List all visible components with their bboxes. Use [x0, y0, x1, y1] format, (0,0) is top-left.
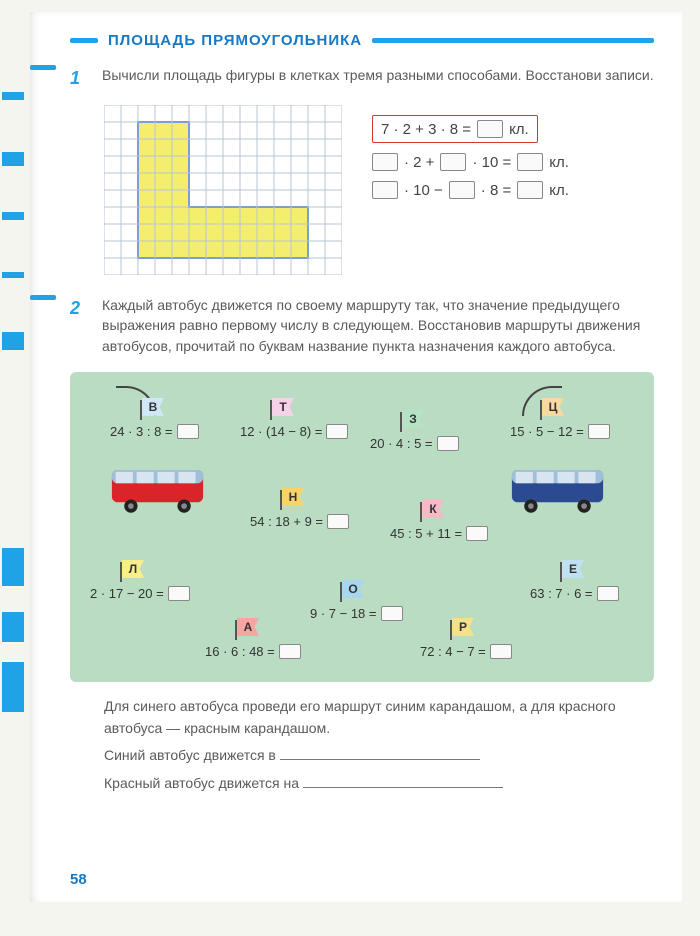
answer-blank[interactable]	[437, 436, 459, 451]
flag-expression: 45 : 5 + 11 =	[390, 526, 488, 541]
equation-text: кл.	[509, 121, 529, 138]
equation: 7 · 2 + 3 · 8 = кл.	[372, 115, 538, 143]
answer-blank[interactable]	[490, 644, 512, 659]
task-1: 1 Вычисли площадь фигуры в клетках тремя…	[70, 65, 654, 89]
answer-blank[interactable]	[381, 606, 403, 621]
task-1-number: 1	[70, 65, 88, 89]
answer-blank[interactable]	[326, 424, 348, 439]
equation: · 2 + · 10 = кл.	[372, 153, 569, 171]
flag-pole	[560, 562, 562, 582]
answer-blank[interactable]	[517, 181, 543, 199]
flag-expression: 24 · 3 : 8 =	[110, 424, 199, 439]
flag-pole	[235, 620, 237, 640]
answer-blank[interactable]	[372, 153, 398, 171]
flag-label: Л	[122, 560, 144, 578]
answer-blank[interactable]	[597, 586, 619, 601]
flag-label: З	[402, 410, 424, 428]
expression-text: 15 · 5 − 12 =	[510, 424, 584, 439]
equation-text: 7 · 2 + 3 · 8 =	[381, 121, 471, 138]
flag-expression: 15 · 5 − 12 =	[510, 424, 610, 439]
task-2-number: 2	[70, 295, 88, 356]
flag-expression: 9 · 7 − 18 =	[310, 606, 403, 621]
page-title: ПЛОЩАДЬ ПРЯМОУГОЛЬНИКА	[108, 32, 362, 49]
flag-pole	[120, 562, 122, 582]
red-bus	[110, 464, 205, 517]
blue-bus	[510, 464, 605, 517]
equation: · 10 − · 8 = кл.	[372, 181, 569, 199]
flag-expression: 2 · 17 − 20 =	[90, 586, 190, 601]
task-1-body: 7 · 2 + 3 · 8 =кл.· 2 +· 10 =кл.· 10 −· …	[104, 105, 654, 275]
flag-expression: 63 : 7 · 6 =	[530, 586, 619, 601]
fill-line[interactable]	[280, 748, 480, 760]
bus-panel: В 24 · 3 : 8 = Т 12 · (14 − 8) = З 20 · 4 : 5…	[70, 372, 654, 682]
equation-list: 7 · 2 + 3 · 8 =кл.· 2 +· 10 =кл.· 10 −· …	[372, 105, 569, 199]
flag-pole	[340, 582, 342, 602]
left-edge-accent	[0, 12, 30, 936]
task-1-text: Вычисли площадь фигуры в клетках тремя р…	[102, 65, 654, 89]
page-number: 58	[70, 871, 87, 888]
flag-pole	[420, 502, 422, 522]
blue-bus-prefix: Синий автобус движется в	[104, 747, 276, 763]
flag-label: Н	[282, 488, 304, 506]
equation-text: кл.	[549, 182, 569, 199]
flag-expression: 16 · 6 : 48 =	[205, 644, 301, 659]
answer-blank[interactable]	[466, 526, 488, 541]
flag-pole	[280, 490, 282, 510]
task-2-blue-line: Синий автобус движется в	[104, 745, 654, 767]
equation-text: · 10 =	[472, 154, 511, 171]
task-2: 2 Каждый автобус движется по своему марш…	[70, 295, 654, 356]
flag-pole	[400, 412, 402, 432]
task-2-red-line: Красный автобус движется на	[104, 773, 654, 795]
grid-figure	[104, 105, 342, 275]
flag-label: А	[237, 618, 259, 636]
task-2-text: Каждый автобус движется по своему маршру…	[102, 295, 654, 356]
flag-label: В	[142, 398, 164, 416]
answer-blank[interactable]	[279, 644, 301, 659]
expression-text: 2 · 17 − 20 =	[90, 586, 164, 601]
flag-pole	[270, 400, 272, 420]
red-bus-prefix: Красный автобус движется на	[104, 775, 299, 791]
answer-blank[interactable]	[168, 586, 190, 601]
fill-line[interactable]	[303, 776, 503, 788]
equation-text: · 8 =	[481, 182, 511, 199]
flag-label: Р	[452, 618, 474, 636]
flag-pole	[450, 620, 452, 640]
task-2-instruction: Для синего автобуса проведи его маршрут …	[104, 696, 654, 739]
flag-expression: 20 · 4 : 5 =	[370, 436, 459, 451]
answer-blank[interactable]	[372, 181, 398, 199]
equation-text: · 10 −	[404, 182, 443, 199]
answer-blank[interactable]	[588, 424, 610, 439]
expression-text: 20 · 4 : 5 =	[370, 436, 433, 451]
answer-blank[interactable]	[517, 153, 543, 171]
page: { "title": "ПЛОЩАДЬ ПРЯМОУГОЛЬНИКА", "pa…	[30, 12, 682, 902]
flag-label: О	[342, 580, 364, 598]
flag-label: К	[422, 500, 444, 518]
flag-label: Е	[562, 560, 584, 578]
flag-label: Т	[272, 398, 294, 416]
expression-text: 63 : 7 · 6 =	[530, 586, 593, 601]
expression-text: 54 : 18 + 9 =	[250, 514, 323, 529]
expression-text: 72 : 4 − 7 =	[420, 644, 486, 659]
flag-pole	[140, 400, 142, 420]
expression-text: 45 : 5 + 11 =	[390, 526, 462, 541]
expression-text: 16 · 6 : 48 =	[205, 644, 275, 659]
equation-text: кл.	[549, 154, 569, 171]
flag-expression: 12 · (14 − 8) =	[240, 424, 348, 439]
equation-text: · 2 +	[404, 154, 434, 171]
answer-blank[interactable]	[477, 120, 503, 138]
title-bar: ПЛОЩАДЬ ПРЯМОУГОЛЬНИКА	[70, 32, 654, 49]
flag-expression: 54 : 18 + 9 =	[250, 514, 349, 529]
expression-text: 24 · 3 : 8 =	[110, 424, 173, 439]
answer-blank[interactable]	[177, 424, 199, 439]
answer-blank[interactable]	[449, 181, 475, 199]
flag-pole	[540, 400, 542, 420]
flag-expression: 72 : 4 − 7 =	[420, 644, 512, 659]
answer-blank[interactable]	[327, 514, 349, 529]
expression-text: 9 · 7 − 18 =	[310, 606, 377, 621]
expression-text: 12 · (14 − 8) =	[240, 424, 322, 439]
answer-blank[interactable]	[440, 153, 466, 171]
